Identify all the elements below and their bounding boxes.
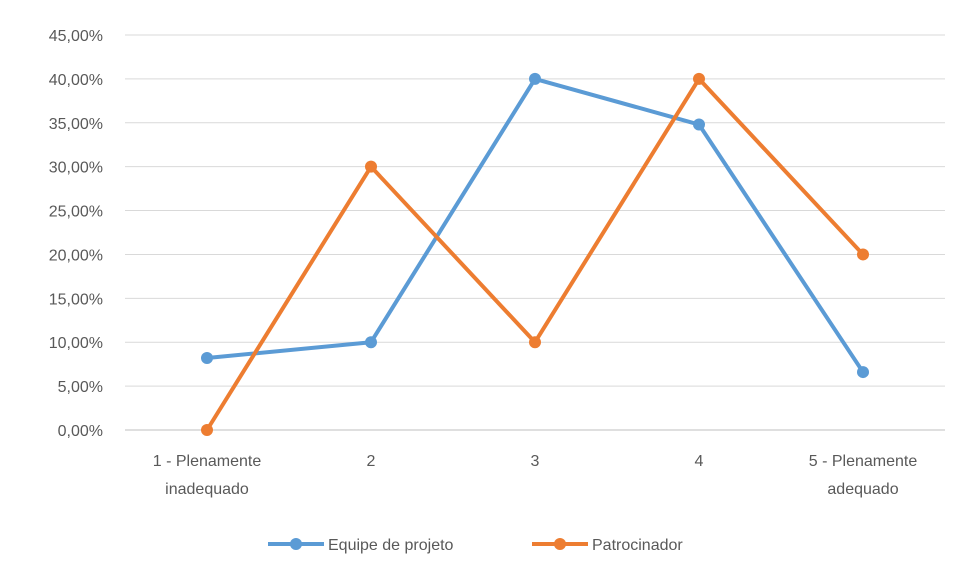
y-tick-label: 15,00% bbox=[49, 291, 103, 308]
data-point bbox=[857, 366, 869, 378]
x-category-label: adequado bbox=[827, 481, 898, 498]
legend-swatch-marker bbox=[290, 538, 302, 550]
data-point bbox=[365, 161, 377, 173]
x-category-label: 4 bbox=[695, 453, 704, 470]
y-tick-label: 45,00% bbox=[49, 28, 103, 45]
x-category-label: 3 bbox=[531, 453, 540, 470]
top-cropped-strip bbox=[0, 0, 960, 8]
x-category-label: 2 bbox=[367, 453, 376, 470]
x-axis-category-labels: 1 - Plenamente inadequado 2 3 4 5 - Plenament… bbox=[153, 453, 918, 498]
y-tick-label: 40,00% bbox=[49, 72, 103, 89]
y-axis-tick-labels: 0,00% 5,00% 10,00% 15,00% 20,00% 25,00% 30,00%… bbox=[49, 28, 103, 440]
legend-item: Patrocinador bbox=[532, 537, 683, 554]
data-point bbox=[201, 424, 213, 436]
x-category-label: 1 - Plenamente bbox=[153, 453, 262, 470]
y-tick-label: 30,00% bbox=[49, 160, 103, 177]
legend-label: Equipe de projeto bbox=[328, 537, 454, 554]
y-tick-label: 10,00% bbox=[49, 335, 103, 352]
legend-label: Patrocinador bbox=[592, 537, 683, 554]
y-tick-label: 0,00% bbox=[58, 423, 103, 440]
gridlines bbox=[125, 35, 945, 430]
y-tick-label: 25,00% bbox=[49, 204, 103, 221]
data-point bbox=[857, 248, 869, 260]
x-category-label: inadequado bbox=[165, 481, 249, 498]
y-tick-label: 35,00% bbox=[49, 116, 103, 133]
y-tick-label: 20,00% bbox=[49, 247, 103, 264]
legend-swatch-marker bbox=[554, 538, 566, 550]
data-point bbox=[365, 336, 377, 348]
data-point bbox=[529, 336, 541, 348]
data-point bbox=[693, 119, 705, 131]
legend-item: Equipe de projeto bbox=[268, 537, 454, 554]
series-1 bbox=[201, 73, 869, 378]
legend: Equipe de projeto Patrocinador bbox=[268, 537, 683, 554]
data-point bbox=[529, 73, 541, 85]
data-point bbox=[693, 73, 705, 85]
data-point bbox=[201, 352, 213, 364]
y-tick-label: 5,00% bbox=[58, 379, 103, 396]
x-category-label: 5 - Plenamente bbox=[809, 453, 918, 470]
